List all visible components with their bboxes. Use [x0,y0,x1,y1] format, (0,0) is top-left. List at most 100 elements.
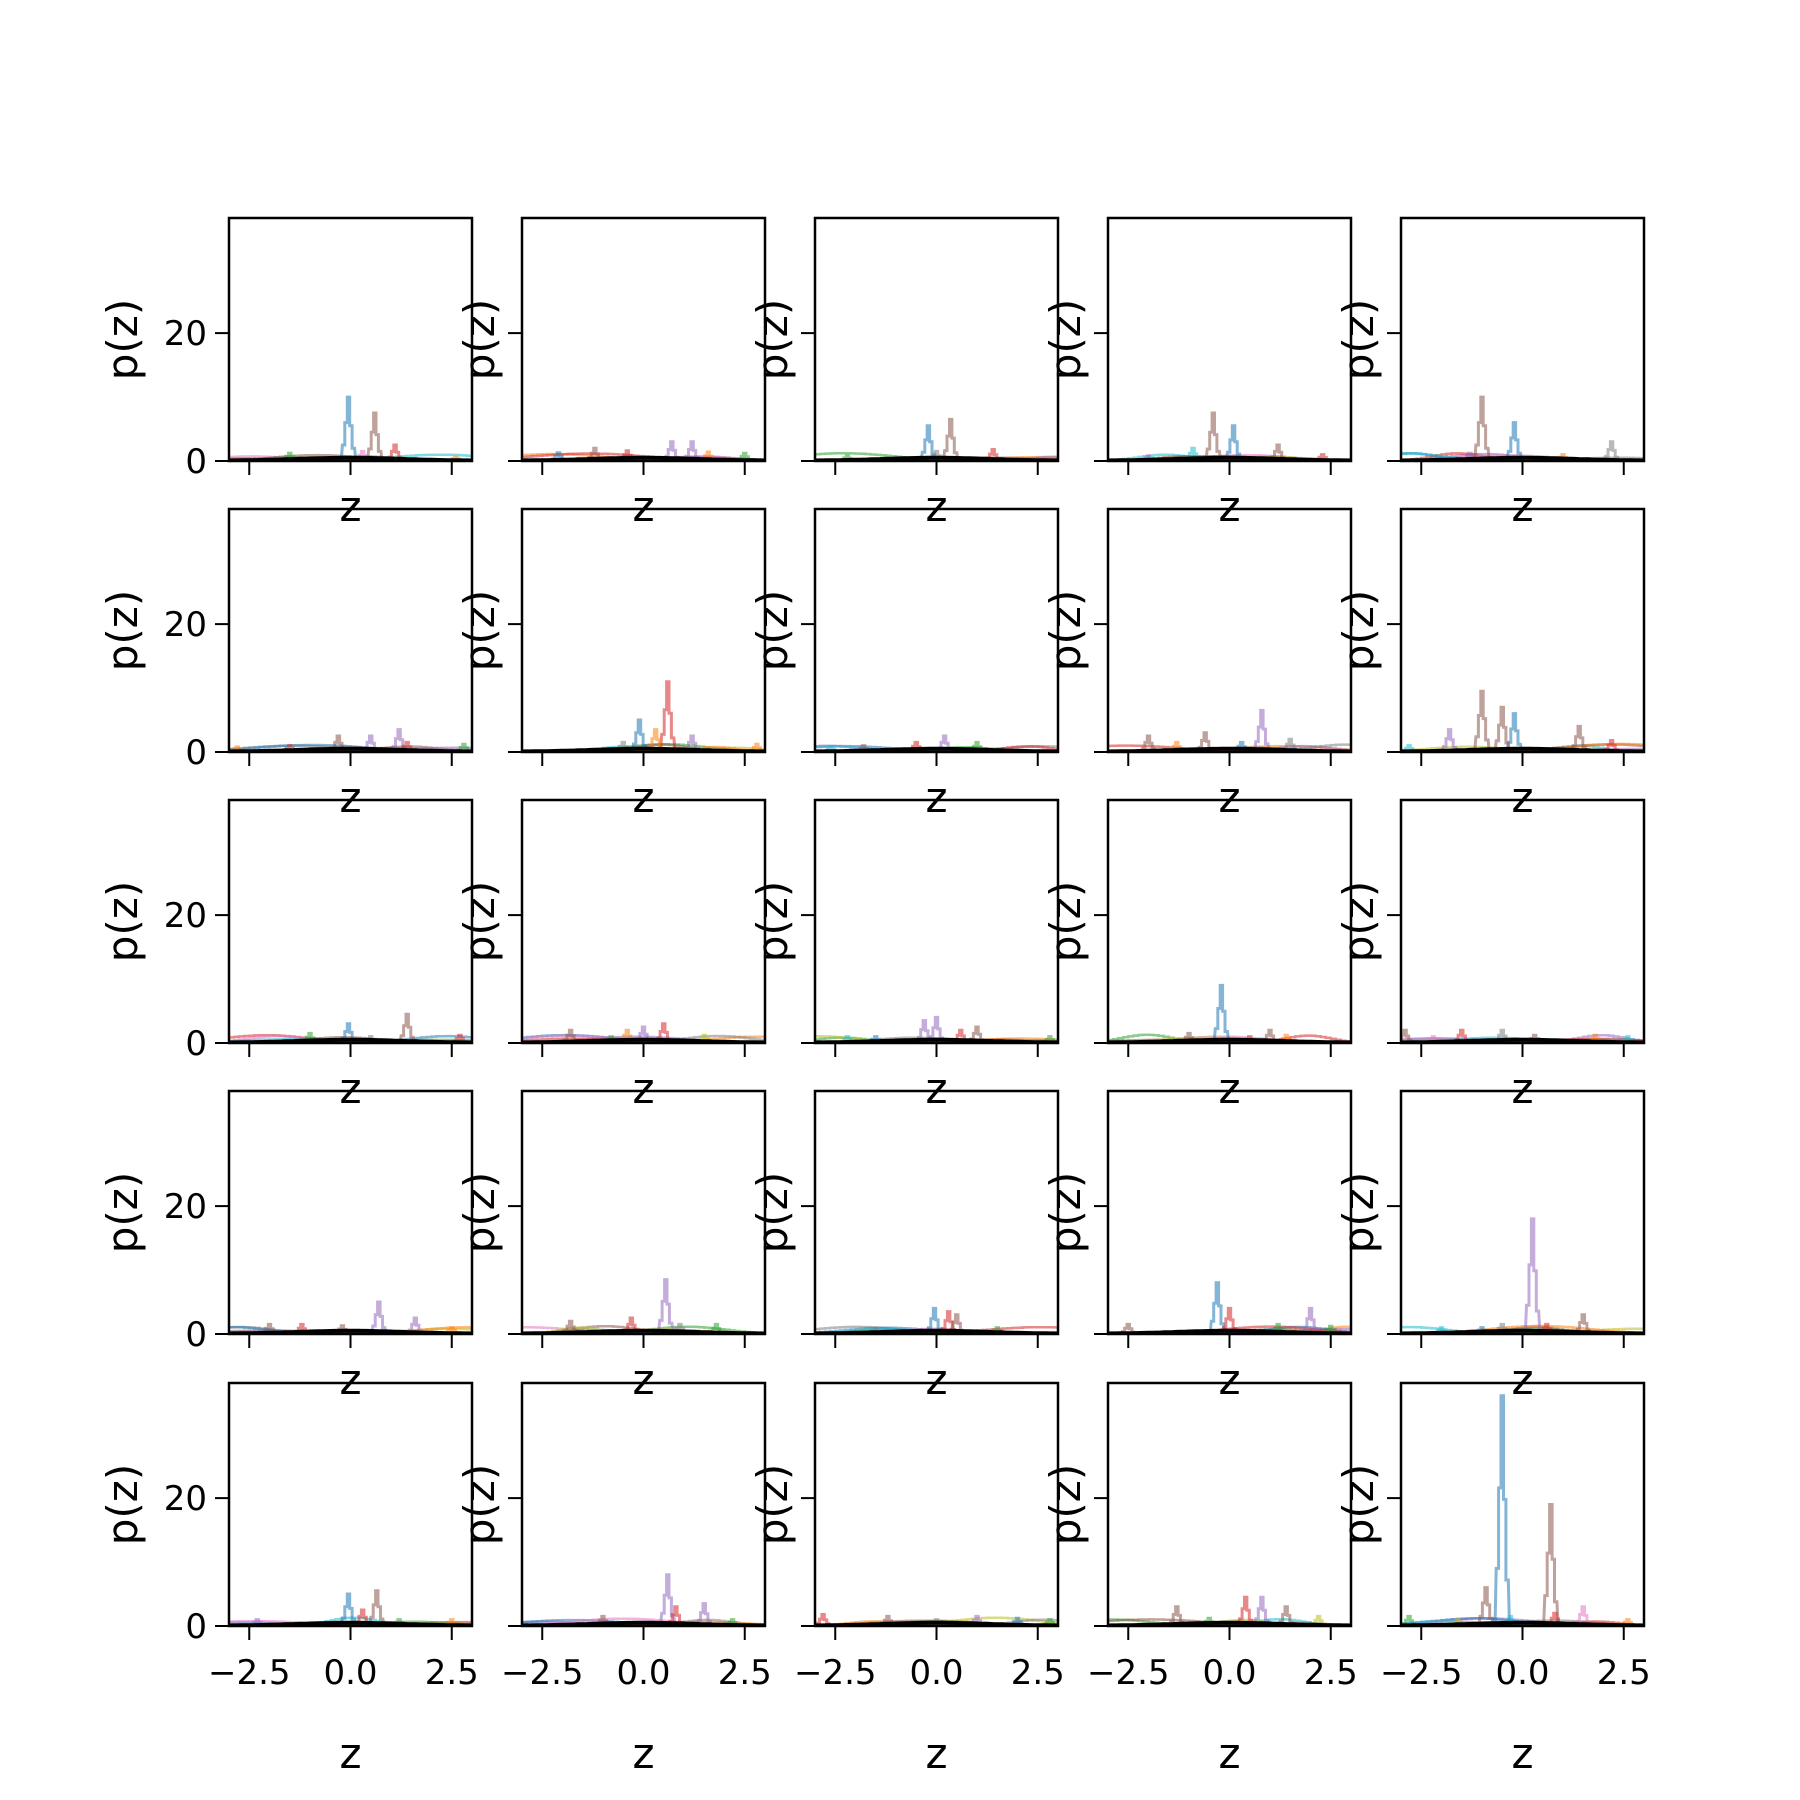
subplot-r4-c5: z p(z) [1334,1089,1646,1404]
axes-frame [520,507,767,754]
x-axis-label: z [1218,773,1240,822]
y-axis-label: p(z) [1041,1172,1090,1253]
subplot-r2-c4: z p(z) [1041,507,1353,822]
plot-area [815,417,1058,461]
axes-frame [520,798,767,1045]
x-axis-label: z [925,1355,947,1404]
x-axis-label: z [1218,1729,1240,1778]
axes-frame [1106,798,1353,1045]
subplot-r3-c3: z p(z) [748,798,1060,1113]
subplot-r1-c1: 0 20 z p(z) [98,216,474,531]
histogram-peak [398,1012,416,1043]
y-axis-label: p(z) [98,881,147,962]
y-tick-label: 20 [164,1479,207,1519]
subplot-r4-c4: z p(z) [1041,1089,1353,1404]
plot-area [522,1573,765,1626]
histogram-peak [1204,411,1223,461]
x-axis-label: z [1511,773,1533,822]
histogram-peak [1212,983,1231,1043]
axes-frame [227,798,474,1045]
subplot-r3-c1: 0 20 z p(z) [98,798,474,1113]
histogram-peak [1493,1394,1511,1626]
histogram-peak [1473,395,1491,461]
x-tick-label: 2.5 [1597,1653,1651,1693]
axes-frame [1106,216,1353,463]
plot-area [229,1300,472,1334]
y-axis-label: p(z) [98,590,147,671]
y-axis-label: p(z) [748,590,797,671]
histogram-peak [1253,708,1271,752]
histogram-peak [368,1589,386,1626]
y-tick-label: 20 [164,605,207,645]
subplot-r2-c3: z p(z) [748,507,1060,822]
plot-area [1401,395,1644,461]
x-axis-label: z [925,1064,947,1113]
axes-frame [813,507,1060,754]
histogram-peak [1477,1586,1495,1626]
histogram-peak [1574,1605,1592,1626]
x-tick-label: −2.5 [1087,1653,1170,1693]
plot-area [522,680,765,752]
histogram-peak [366,411,384,461]
x-axis-label: z [925,773,947,822]
y-tick-label: 0 [185,442,207,482]
y-axis-label: p(z) [455,299,504,380]
y-axis-label: p(z) [1334,590,1383,671]
plot-area [1108,983,1351,1043]
axes-frame [227,1089,474,1336]
histogram-peak [1493,705,1511,752]
histogram-peak [1542,1503,1560,1626]
x-tick-label: 2.5 [425,1653,479,1693]
histogram-peak [1473,689,1491,752]
histogram-peak [1505,712,1524,752]
plot-area [1401,1028,1644,1043]
x-axis-label: z [925,1729,947,1778]
x-axis-label: z [339,773,361,822]
x-axis-label: z [339,482,361,531]
histogram-peak [1253,1595,1271,1626]
histogram-peak [1301,1306,1320,1334]
histogram-peak [695,1602,713,1626]
histogram-peak [1570,724,1588,752]
axes-frame [1106,507,1353,754]
subplot-r1-c3: z p(z) [748,216,1060,531]
y-axis-label: p(z) [1334,1464,1383,1545]
y-axis-label: p(z) [98,1172,147,1253]
y-axis-label: p(z) [98,299,147,380]
histogram-peak [1236,1595,1255,1626]
y-axis-label: p(z) [1334,299,1383,380]
y-axis-label: p(z) [455,1172,504,1253]
axes-frame [1399,216,1646,463]
subplot-r2-c1: 0 20 z p(z) [98,507,474,822]
plot-area [1401,689,1644,752]
x-axis-label: z [632,1355,654,1404]
x-tick-label: −2.5 [794,1653,877,1693]
plot-area [522,1278,765,1334]
x-tick-label: −2.5 [208,1653,291,1693]
subplot-r5-c5: −2.5 0.0 2.5 z p(z) [1334,1381,1651,1778]
y-tick-label: 0 [185,1024,207,1064]
x-axis-label: z [632,773,654,822]
subplot-r3-c5: z p(z) [1334,798,1646,1113]
plot-area [1108,411,1351,461]
x-axis-label: z [1511,1355,1533,1404]
axes-frame [1399,507,1646,754]
axes-frame [813,216,1060,463]
plot-area [229,395,472,461]
y-tick-label: 20 [164,314,207,354]
y-axis-label: p(z) [1041,590,1090,671]
y-axis-label: p(z) [748,881,797,962]
axes-frame [227,1381,474,1628]
x-axis-label: z [339,1729,361,1778]
plot-area [522,1022,765,1043]
plot-area [815,1015,1058,1043]
y-axis-label: p(z) [98,1464,147,1545]
axes-frame [227,507,474,754]
x-tick-label: 0.0 [616,1653,670,1693]
x-axis-label: z [1218,1064,1240,1113]
plot-area [815,1613,1058,1626]
x-tick-label: 2.5 [718,1653,772,1693]
plot-area [1108,708,1351,752]
plot-area [815,1306,1058,1334]
axes-frame [813,1381,1060,1628]
